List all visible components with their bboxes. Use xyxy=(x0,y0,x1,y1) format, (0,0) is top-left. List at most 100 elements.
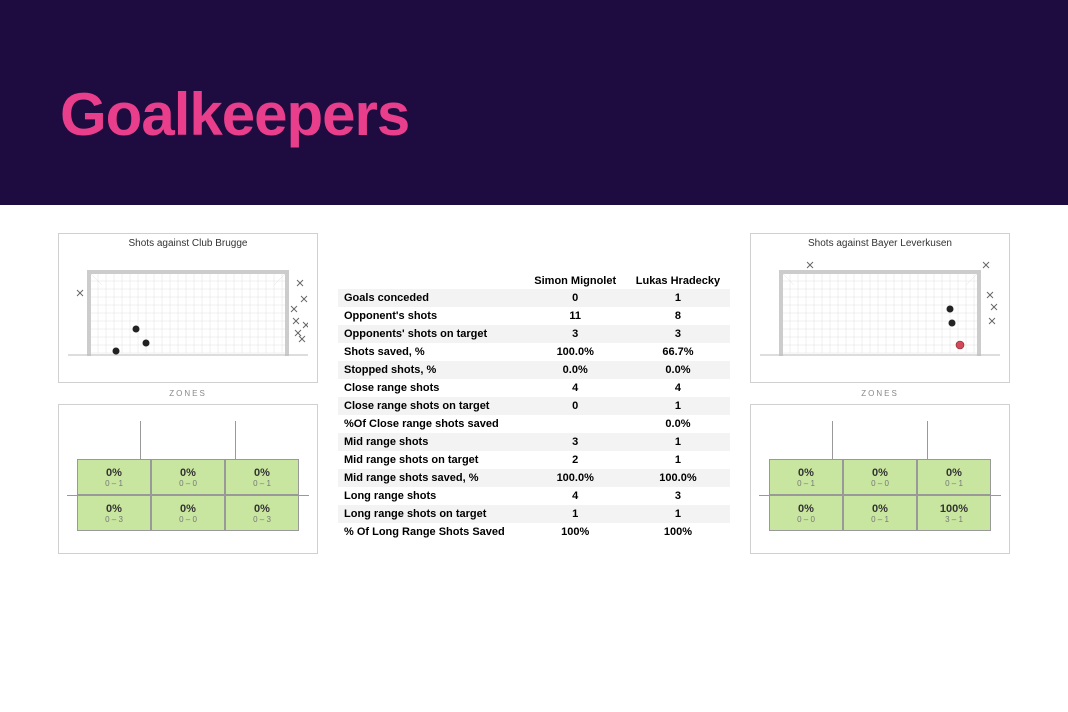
stats-label: Long range shots on target xyxy=(338,505,525,523)
stats-row: Stopped shots, %0.0%0.0% xyxy=(338,361,730,379)
left-goal-title: Shots against Club Brugge xyxy=(59,234,317,251)
stats-val2: 1 xyxy=(626,505,730,523)
zone-cell: 0%0 – 0 xyxy=(769,495,843,531)
stats-val2: 1 xyxy=(626,397,730,415)
stats-label: Opponents' shots on target xyxy=(338,325,525,343)
stats-col2-header: Lukas Hradecky xyxy=(626,273,730,289)
stats-val1: 100% xyxy=(525,523,626,541)
stats-val2: 100.0% xyxy=(626,469,730,487)
zone-cell: 100%3 – 1 xyxy=(917,495,991,531)
stats-val1: 4 xyxy=(525,379,626,397)
zone-row: 0%0 – 30%0 – 00%0 – 3 xyxy=(77,495,299,531)
stats-col1-header: Simon Mignolet xyxy=(525,273,626,289)
stats-val1 xyxy=(525,415,626,433)
zone-sub: 0 – 1 xyxy=(871,515,889,524)
right-zones-label: ZONES xyxy=(750,383,1010,404)
right-zones-panel: 0%0 – 10%0 – 00%0 – 10%0 – 00%0 – 1100%3… xyxy=(750,404,1010,554)
right-goal-panel: Shots against Bayer Leverkusen xyxy=(750,233,1010,383)
stats-label: %Of Close range shots saved xyxy=(338,415,525,433)
zone-pct: 0% xyxy=(106,467,122,479)
stats-val1: 1 xyxy=(525,505,626,523)
stats-val1: 100.0% xyxy=(525,469,626,487)
stats-val1: 11 xyxy=(525,307,626,325)
left-goal-chart xyxy=(68,251,308,381)
content-row: Shots against Club Brugge ZONES 0%0 – 10… xyxy=(0,205,1068,554)
zone-posts-decor xyxy=(832,421,929,459)
right-column: Shots against Bayer Leverkusen ZONES 0%0… xyxy=(750,233,1010,554)
stats-row: Goals conceded01 xyxy=(338,289,730,307)
stats-label: Goals conceded xyxy=(338,289,525,307)
zone-row: 0%0 – 10%0 – 00%0 – 1 xyxy=(77,459,299,495)
stats-val2: 8 xyxy=(626,307,730,325)
stats-val2: 66.7% xyxy=(626,343,730,361)
right-zones-grid: 0%0 – 10%0 – 00%0 – 10%0 – 00%0 – 1100%3… xyxy=(769,459,991,531)
stats-row: Shots saved, %100.0%66.7% xyxy=(338,343,730,361)
zone-cell: 0%0 – 0 xyxy=(151,459,225,495)
stats-table: Simon Mignolet Lukas Hradecky Goals conc… xyxy=(338,273,730,541)
stats-row: Long range shots43 xyxy=(338,487,730,505)
stats-val2: 1 xyxy=(626,289,730,307)
zone-row: 0%0 – 00% 0 – 1 100%3 – 1 xyxy=(769,495,991,531)
zone-cell: 0%0 – 1 xyxy=(77,459,151,495)
zone-pct: 0% xyxy=(798,503,814,515)
stats-row: Mid range shots saved, %100.0%100.0% xyxy=(338,469,730,487)
stats-val2: 4 xyxy=(626,379,730,397)
zone-pct: 0% xyxy=(106,503,122,515)
stats-val1: 0 xyxy=(525,397,626,415)
zone-sub: 0 – 3 xyxy=(105,515,123,524)
stats-label: Mid range shots on target xyxy=(338,451,525,469)
zone-sub: 0 – 0 xyxy=(179,515,197,524)
zone-cell: 0%0 – 1 xyxy=(917,459,991,495)
zone-sub: 0 – 0 xyxy=(179,479,197,488)
stats-row: Opponent's shots118 xyxy=(338,307,730,325)
stats-val2: 1 xyxy=(626,433,730,451)
stats-row: Long range shots on target11 xyxy=(338,505,730,523)
left-zones-grid: 0%0 – 10%0 – 00%0 – 10%0 – 30%0 – 00%0 –… xyxy=(77,459,299,531)
stats-val1: 3 xyxy=(525,433,626,451)
zone-pct: 0% xyxy=(180,503,196,515)
zone-sub: 3 – 1 xyxy=(945,515,963,524)
zone-sub: 0 – 1 xyxy=(105,479,123,488)
stats-label: Close range shots xyxy=(338,379,525,397)
stats-row: Close range shots44 xyxy=(338,379,730,397)
left-goal-panel: Shots against Club Brugge xyxy=(58,233,318,383)
zone-pct: 0% xyxy=(254,467,270,479)
stats-row: Mid range shots on target21 xyxy=(338,451,730,469)
left-zones-label: ZONES xyxy=(58,383,318,404)
stats-label: Long range shots xyxy=(338,487,525,505)
stats-label: Mid range shots saved, % xyxy=(338,469,525,487)
stats-row: % Of Long Range Shots Saved100%100% xyxy=(338,523,730,541)
left-zones-panel: 0%0 – 10%0 – 00%0 – 10%0 – 30%0 – 00%0 –… xyxy=(58,404,318,554)
zone-sub: 0 – 0 xyxy=(797,515,815,524)
stats-val1: 0 xyxy=(525,289,626,307)
zone-cell: 0%0 – 3 xyxy=(225,495,299,531)
stats-row: Close range shots on target01 xyxy=(338,397,730,415)
stats-val2: 0.0% xyxy=(626,415,730,433)
stats-val2: 3 xyxy=(626,325,730,343)
zone-sub: 0 – 1 xyxy=(253,479,271,488)
zone-pct: 0% xyxy=(872,467,888,479)
stats-val1: 0.0% xyxy=(525,361,626,379)
stats-val2: 0.0% xyxy=(626,361,730,379)
stats-val2: 3 xyxy=(626,487,730,505)
stats-label: Close range shots on target xyxy=(338,397,525,415)
zone-posts-decor xyxy=(140,421,237,459)
stats-val1: 2 xyxy=(525,451,626,469)
zone-cell: 0%0 – 1 xyxy=(769,459,843,495)
stats-label: Mid range shots xyxy=(338,433,525,451)
zone-row: 0%0 – 10%0 – 00%0 – 1 xyxy=(769,459,991,495)
middle-column: Simon Mignolet Lukas Hradecky Goals conc… xyxy=(338,233,730,554)
page-header: Goalkeepers xyxy=(0,0,1068,205)
stats-val1: 100.0% xyxy=(525,343,626,361)
zone-cell: 0%0 – 3 xyxy=(77,495,151,531)
stats-val1: 3 xyxy=(525,325,626,343)
stats-row: %Of Close range shots saved 0.0% xyxy=(338,415,730,433)
zone-sub: 0 – 3 xyxy=(253,515,271,524)
stats-label: Opponent's shots xyxy=(338,307,525,325)
zone-pct: 0% xyxy=(946,467,962,479)
zone-sub: 0 – 1 xyxy=(945,479,963,488)
stats-label: % Of Long Range Shots Saved xyxy=(338,523,525,541)
zone-sub: 0 – 0 xyxy=(871,479,889,488)
zone-cell: 0%0 – 1 xyxy=(225,459,299,495)
stats-label: Shots saved, % xyxy=(338,343,525,361)
